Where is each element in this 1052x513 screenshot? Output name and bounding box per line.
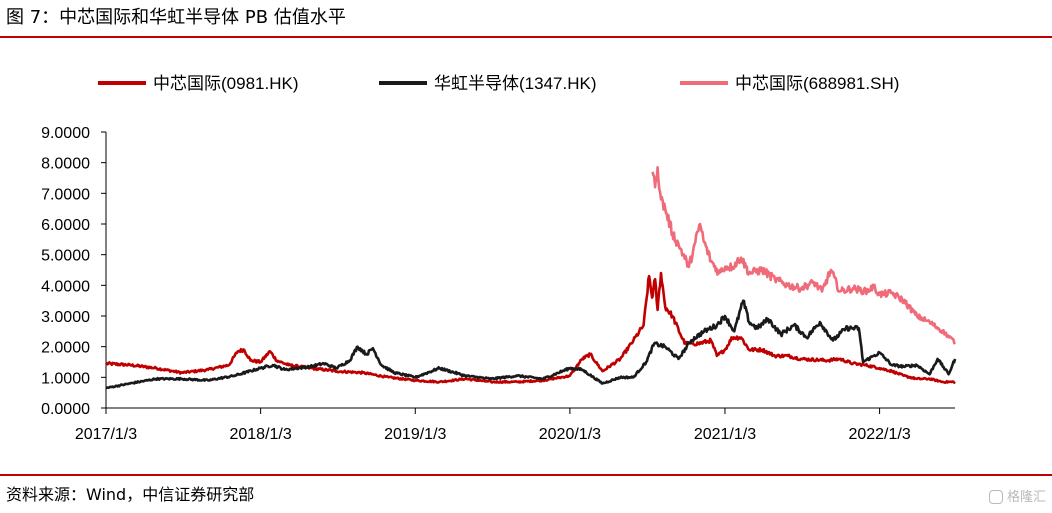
legend-label-1: 中芯国际(0981.HK) [153,74,298,93]
y-tick-label: 5.0000 [41,248,90,265]
watermark-logo-icon [988,490,1003,504]
y-tick-label: 7.0000 [41,186,90,203]
series-layer [105,166,957,390]
y-tick-label: 0.0000 [41,401,90,418]
x-tick-label: 2022/1/3 [848,426,910,443]
y-tick-label: 3.0000 [41,309,90,326]
legend-label-2: 华虹半导体(1347.HK) [434,74,596,93]
top-divider [0,36,1052,38]
x-tick-label: 2020/1/3 [539,426,601,443]
bottom-divider [0,474,1052,476]
watermark-text: 格隆汇 [1006,490,1046,505]
x-tick-label: 2019/1/3 [384,426,446,443]
pb-valuation-chart: 中芯国际(0981.HK) 华虹半导体(1347.HK) 中芯国际(688981.S… [41,74,957,443]
y-tick-label: 4.0000 [41,278,90,295]
y-tick-label: 9.0000 [41,125,90,142]
y-tick-label: 1.0000 [41,370,90,387]
y-tick-label: 8.0000 [41,156,90,173]
series-line-2 [105,299,957,390]
x-tick-label: 2018/1/3 [229,426,291,443]
series-line-1 [105,271,956,384]
x-tick-label: 2017/1/3 [75,426,137,443]
x-axis: 2017/1/3 2018/1/3 2019/1/3 2020/1/3 2021/1/3… [75,407,955,443]
watermark: 格隆汇 [988,486,1046,505]
y-axis: 0.0000 1.0000 2.0000 3.0000 4.0000 5.0000 6.00… [41,125,107,418]
y-tick-label: 6.0000 [41,217,90,234]
y-tick-label: 2.0000 [41,340,90,357]
figure-title: 图 7：中芯国际和华虹半导体 PB 估值水平 [6,7,346,28]
legend: 中芯国际(0981.HK) 华虹半导体(1347.HK) 中芯国际(688981.S… [98,74,899,93]
legend-label-3: 中芯国际(688981.SH) [735,74,899,93]
series-line-3 [651,166,957,345]
x-tick-label: 2021/1/3 [694,426,756,443]
source-note: 资料来源：Wind，中信证券研究部 [6,485,255,504]
